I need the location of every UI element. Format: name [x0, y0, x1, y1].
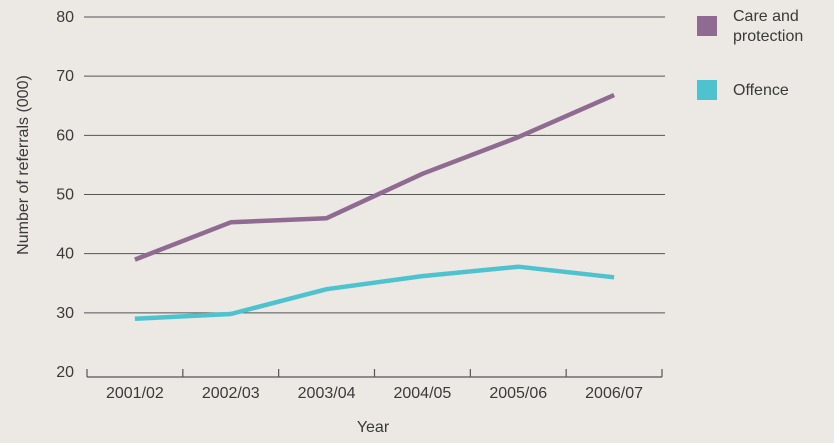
legend-label-1: Offence — [733, 82, 789, 99]
y-tick-label-20: 20 — [56, 364, 74, 381]
y-tick-label-40: 40 — [56, 246, 74, 263]
x-axis: 2001/02 2002/03 2003/04 2004/05 2005/06 2006/… — [87, 369, 662, 402]
legend-swatch-0 — [697, 16, 717, 36]
y-tick-label-80: 80 — [56, 9, 74, 26]
series-line-care-and-protection — [135, 95, 614, 260]
y-tick-label-60: 60 — [56, 127, 74, 144]
x-axis-title: Year — [357, 419, 390, 436]
y-axis-ticks: 20 30 40 50 60 70 80 — [56, 9, 74, 381]
y-tick-label-30: 30 — [56, 305, 74, 322]
x-tick-label-2005-06: 2005/06 — [489, 385, 547, 402]
y-tick-label-50: 50 — [56, 187, 74, 204]
y-tick-label-70: 70 — [56, 68, 74, 85]
x-tick-label-2004-05: 2004/05 — [393, 385, 451, 402]
series-lines — [135, 95, 614, 319]
x-tick-label-2002-03: 2002/03 — [202, 385, 260, 402]
series-line-offence — [135, 267, 614, 319]
x-tick-label-2001-02: 2001/02 — [106, 385, 164, 402]
gridlines — [84, 17, 665, 313]
x-tick-label-2006-07: 2006/07 — [585, 385, 643, 402]
x-tick-label-2003-04: 2003/04 — [298, 385, 356, 402]
y-axis-title: Number of referrals (000) — [15, 75, 32, 255]
legend-swatch-1 — [697, 80, 717, 100]
